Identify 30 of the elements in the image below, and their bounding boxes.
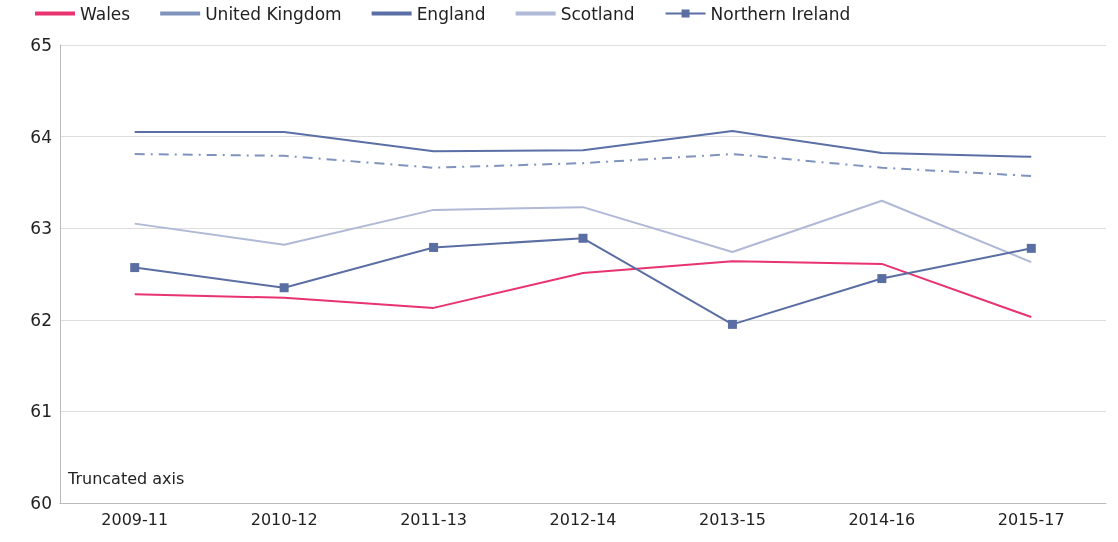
x-tick-label: 2014-16 bbox=[848, 509, 916, 529]
x-tick-label: 2012-14 bbox=[549, 509, 617, 529]
line-series bbox=[133, 260, 1033, 319]
point bbox=[279, 283, 289, 293]
y-tick-label: 61 bbox=[30, 401, 52, 422]
legend-label: Wales bbox=[80, 3, 131, 24]
annotation: Truncated axis bbox=[67, 468, 185, 488]
x-tick-label: 2015-17 bbox=[997, 509, 1065, 529]
y-tick-label: 62 bbox=[30, 309, 52, 330]
line-series bbox=[133, 153, 1033, 177]
legend-label: England bbox=[416, 3, 486, 24]
x-tick-label: 2013-15 bbox=[699, 509, 766, 529]
legend-label: Northern Ireland bbox=[710, 3, 851, 24]
point bbox=[877, 274, 887, 284]
point bbox=[429, 242, 439, 252]
x-tick-label: 2010-12 bbox=[250, 509, 318, 529]
legend-label: United Kingdom bbox=[205, 3, 342, 24]
y-tick-label: 60 bbox=[30, 493, 52, 513]
x-tick-label: 2009-11 bbox=[101, 509, 169, 529]
point bbox=[1026, 243, 1036, 253]
line-series bbox=[133, 130, 1033, 158]
x-tick-label: 2011-13 bbox=[400, 509, 467, 529]
y-tick-label: 64 bbox=[30, 126, 52, 147]
point bbox=[130, 263, 140, 273]
y-tick-label: 65 bbox=[30, 35, 52, 55]
legend-label: Scotland bbox=[560, 3, 635, 24]
line-series bbox=[133, 199, 1033, 264]
point bbox=[727, 319, 737, 329]
point bbox=[578, 233, 588, 243]
y-tick-label: 63 bbox=[30, 218, 52, 239]
